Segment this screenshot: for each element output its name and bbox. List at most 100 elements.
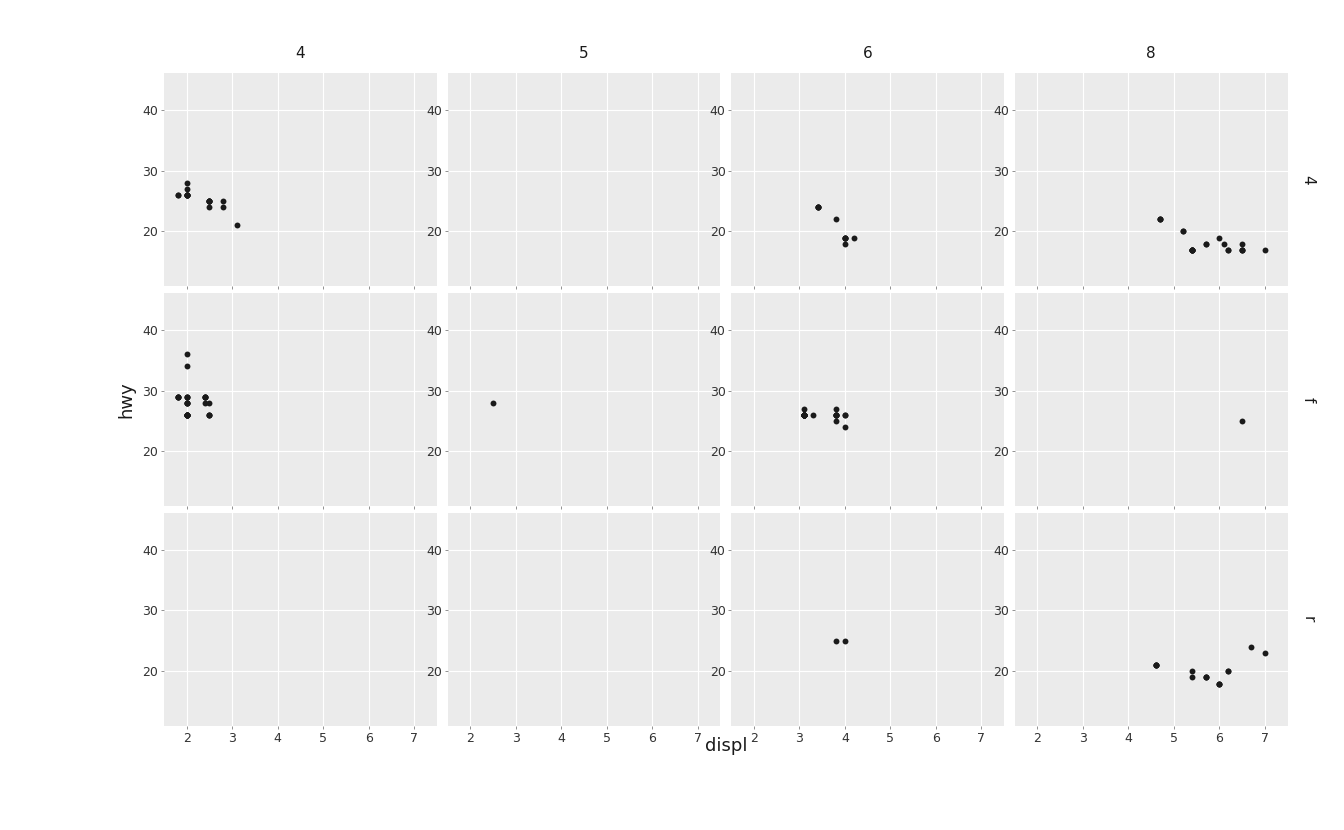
Point [176,347,198,360]
Point [802,408,824,422]
Point [176,390,198,403]
Point [835,231,856,244]
Text: displ: displ [704,737,747,755]
Point [167,390,188,403]
Point [835,237,856,251]
Point [199,396,220,409]
Point [825,634,847,647]
Point [226,219,247,232]
Text: hwy: hwy [117,381,134,418]
Point [793,408,814,422]
Point [176,188,198,202]
Text: r: r [1300,617,1316,622]
Point [176,408,198,422]
Point [176,408,198,422]
Point [1231,243,1253,256]
Point [1149,212,1171,226]
Point [1181,243,1203,256]
Point [1195,671,1216,684]
Point [212,201,234,214]
Point [825,212,847,226]
Point [167,390,188,403]
Point [1241,641,1262,654]
Point [194,390,215,403]
Point [212,194,234,208]
Point [199,408,220,422]
Point [176,183,198,196]
Text: 5: 5 [579,46,589,61]
Point [825,414,847,427]
Point [793,408,814,422]
Point [199,194,220,208]
Point [1145,659,1167,672]
Point [1208,677,1230,691]
Point [176,408,198,422]
Point [835,231,856,244]
Point [1231,237,1253,251]
Point [1181,243,1203,256]
Point [1181,243,1203,256]
Point [835,408,856,422]
Point [835,634,856,647]
Point [167,188,188,202]
Point [176,408,198,422]
Point [176,188,198,202]
Text: 4: 4 [1300,175,1316,184]
Point [176,408,198,422]
Point [835,421,856,434]
Point [806,201,828,214]
Point [176,359,198,373]
Point [1195,671,1216,684]
Point [194,390,215,403]
Point [1231,243,1253,256]
Point [1218,243,1239,256]
Point [199,408,220,422]
Point [199,194,220,208]
Point [167,188,188,202]
Point [793,408,814,422]
Point [1181,243,1203,256]
Point [793,408,814,422]
Text: 8: 8 [1146,46,1156,61]
Point [825,408,847,422]
Point [825,408,847,422]
Point [176,396,198,409]
Text: 6: 6 [863,46,872,61]
Point [199,194,220,208]
Point [1172,225,1193,238]
Point [194,390,215,403]
Point [1254,647,1275,660]
Point [1181,243,1203,256]
Point [199,194,220,208]
Point [793,408,814,422]
Point [199,408,220,422]
Point [1172,225,1193,238]
Point [167,390,188,403]
Point [835,231,856,244]
Point [825,403,847,416]
Point [1195,237,1216,251]
Point [1181,671,1203,684]
Point [176,188,198,202]
Point [793,408,814,422]
Point [1218,665,1239,678]
Point [176,396,198,409]
Point [176,408,198,422]
Point [1181,665,1203,678]
Point [176,176,198,189]
Point [1208,677,1230,691]
Point [806,201,828,214]
Point [1149,212,1171,226]
Point [825,408,847,422]
Point [1208,677,1230,691]
Point [176,188,198,202]
Point [1218,243,1239,256]
Point [835,231,856,244]
Point [793,408,814,422]
Point [482,396,504,409]
Point [176,390,198,403]
Point [793,408,814,422]
Point [199,194,220,208]
Text: 4: 4 [296,46,305,61]
Point [793,408,814,422]
